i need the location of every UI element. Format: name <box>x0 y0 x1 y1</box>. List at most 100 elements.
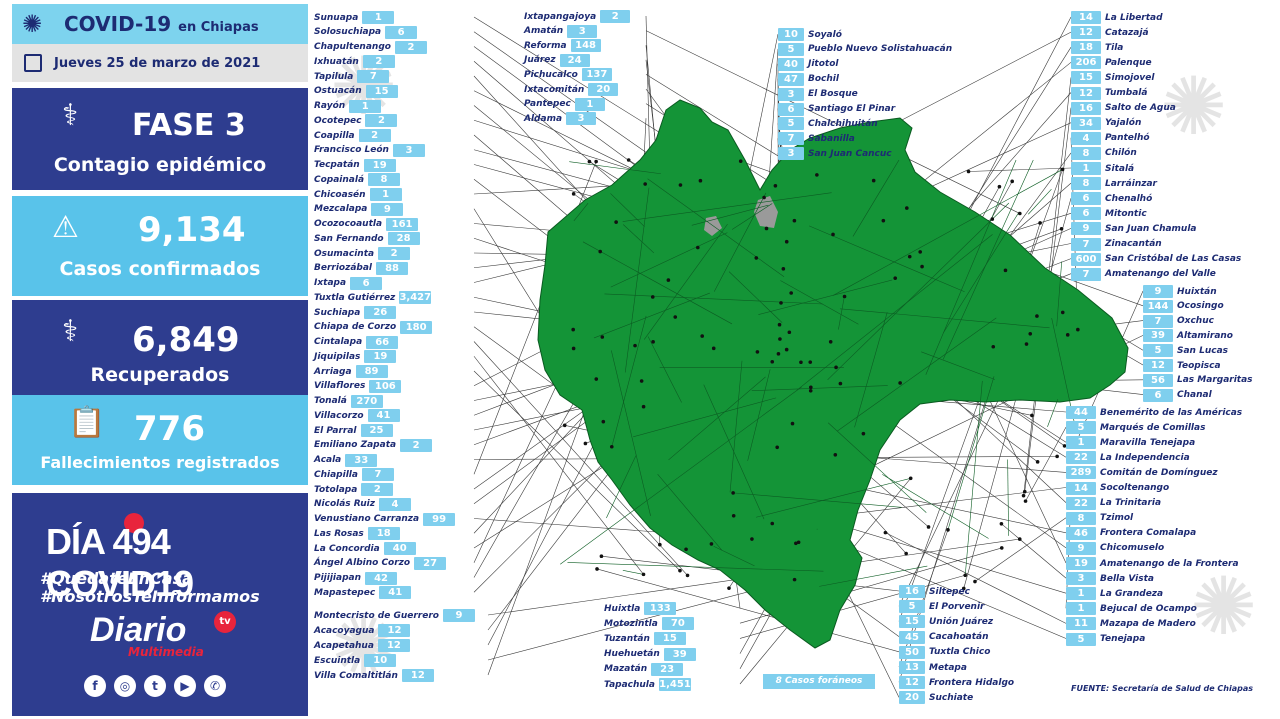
fase-subtitle: Contagio epidémico <box>53 154 267 176</box>
youtube-icon[interactable]: ▶ <box>174 675 196 697</box>
twitter-icon[interactable]: t <box>144 675 166 697</box>
municipality-name: Amatenango de la Frontera <box>1100 558 1239 569</box>
municipality-name: Chalchihuitán <box>808 118 878 129</box>
municipality-name: Totolapa <box>314 484 358 495</box>
case-count-badge: 5 <box>1066 421 1096 435</box>
foraneos-badge: 8 Casos foráneos <box>763 674 875 689</box>
case-count-badge: 2 <box>362 55 395 69</box>
case-count-badge: 1 <box>362 11 395 24</box>
municipality-name: Arriaga <box>314 366 352 377</box>
case-count-badge: 14 <box>1071 11 1101 24</box>
municipality-name: La Libertad <box>1105 12 1163 23</box>
municipality-name: Coapilla <box>314 130 355 141</box>
case-count-badge: 23 <box>651 662 684 676</box>
case-count-badge: 1 <box>574 97 605 111</box>
municipality-name: Comitán de Domínguez <box>1100 467 1218 478</box>
case-count-badge: 70 <box>661 617 694 631</box>
municipality-marker <box>1060 310 1065 315</box>
municipality-row: 7 Oxchuc <box>1143 314 1273 328</box>
facebook-icon[interactable]: f <box>84 675 106 697</box>
case-count-badge: 6 <box>1071 207 1101 221</box>
case-count-badge: 3 <box>392 143 425 157</box>
municipality-marker <box>1022 489 1027 494</box>
municipality-name: Mapastepec <box>314 587 376 598</box>
municipality-row: 50 Tuxtla Chico <box>899 645 1059 659</box>
instagram-icon[interactable]: ◎ <box>114 675 136 697</box>
municipality-marker <box>599 554 604 559</box>
municipality-marker <box>784 239 789 244</box>
municipality-name: Nicolás Ruiz <box>314 499 375 510</box>
municipality-name: Salto de Agua <box>1105 103 1176 114</box>
municipality-name: Ixhuatán <box>314 56 359 67</box>
municipality-name: Unión Juárez <box>929 616 994 627</box>
municipality-marker <box>1065 333 1070 337</box>
case-count-badge: 15 <box>1071 71 1101 85</box>
municipality-name: San Cristóbal de Las Casas <box>1105 254 1242 265</box>
municipality-marker <box>1024 342 1029 346</box>
municipality-name: Jitotol <box>808 59 839 70</box>
virus-icon: ✺ <box>22 10 43 38</box>
case-count-badge: 180 <box>400 320 433 334</box>
municipality-name: Mazatán <box>604 664 648 675</box>
hashtag-quedate: #QuédateEnCasa <box>40 569 193 588</box>
municipality-row: 1 Sitalá <box>1071 162 1271 175</box>
municipality-row: Ostuacán 15 <box>310 84 474 98</box>
municipality-row: Solosuchiapa 6 <box>310 25 474 39</box>
municipality-row: Tapilula 7 <box>310 70 474 83</box>
case-count-badge: 56 <box>1143 373 1173 387</box>
municipality-name: Huehuetán <box>604 649 660 660</box>
municipality-marker <box>658 542 662 547</box>
municipality-marker <box>673 315 678 319</box>
case-count-badge: 18 <box>1071 41 1101 55</box>
municipality-row: 7 Sabanilla <box>778 132 978 146</box>
municipality-marker <box>651 340 655 344</box>
case-count-badge: 1 <box>369 188 402 201</box>
municipality-row: 5 Pueblo Nuevo Solistahuacán <box>778 42 978 56</box>
tv-badge: tv <box>214 611 236 633</box>
municipality-marker <box>639 379 644 383</box>
municipality-name: Las Margaritas <box>1177 375 1253 386</box>
municipality-marker <box>779 301 783 305</box>
municipality-name: Frontera Comalapa <box>1100 528 1197 539</box>
municipality-name: Benemérito de las Américas <box>1100 407 1243 418</box>
municipality-name: Sitalá <box>1105 163 1135 174</box>
municipality-marker <box>571 327 575 332</box>
municipality-marker <box>905 206 909 210</box>
page-title: COVID-19 en Chiapas <box>64 12 259 36</box>
case-count-badge: 11 <box>1066 617 1096 631</box>
municipality-name: San Juan Cancuc <box>808 148 892 159</box>
municipality-row: 14 La Libertad <box>1071 11 1271 24</box>
municipality-marker <box>643 182 647 186</box>
case-count-badge: 66 <box>366 335 399 349</box>
case-count-badge: 133 <box>644 602 677 615</box>
municipality-marker <box>633 343 637 348</box>
municipality-marker <box>764 226 769 231</box>
case-count-badge: 24 <box>559 53 590 67</box>
municipality-marker <box>1062 444 1067 448</box>
municipality-marker <box>711 346 716 351</box>
municipality-row: 3 San Juan Cancuc <box>778 147 978 161</box>
municipality-name: Jiquipilas <box>314 351 361 362</box>
municipality-marker <box>738 159 743 163</box>
municipality-row: Chicoasén 1 <box>310 188 474 201</box>
municipality-row: Copainalá 8 <box>310 173 474 187</box>
municipality-marker <box>641 404 646 409</box>
municipality-row: Ángel Albino Corzo 27 <box>310 556 474 570</box>
municipality-row: Ocotepec 2 <box>310 114 474 128</box>
municipality-row: Berriozábal 88 <box>310 261 474 275</box>
municipality-marker <box>842 294 847 299</box>
municipality-row: Reforma 148 <box>520 39 646 53</box>
municipality-name: Suchiapa <box>314 307 361 318</box>
municipality-marker <box>777 322 782 327</box>
municipality-row: Tecpatán 19 <box>310 158 474 172</box>
case-count-badge: 13 <box>899 661 925 674</box>
municipality-row: 5 Tenejapa <box>1066 632 1276 646</box>
municipality-row: Chapultenango 2 <box>310 40 474 54</box>
municipality-row: 3 Bella Vista <box>1066 572 1276 586</box>
whatsapp-icon[interactable]: ✆ <box>204 675 226 697</box>
warning-virus-icon: ⚠ <box>52 210 79 245</box>
municipality-marker <box>1023 499 1028 503</box>
case-count-badge: 1 <box>349 99 382 113</box>
case-count-badge: 15 <box>365 84 398 98</box>
municipality-name: Chiapilla <box>314 469 358 480</box>
